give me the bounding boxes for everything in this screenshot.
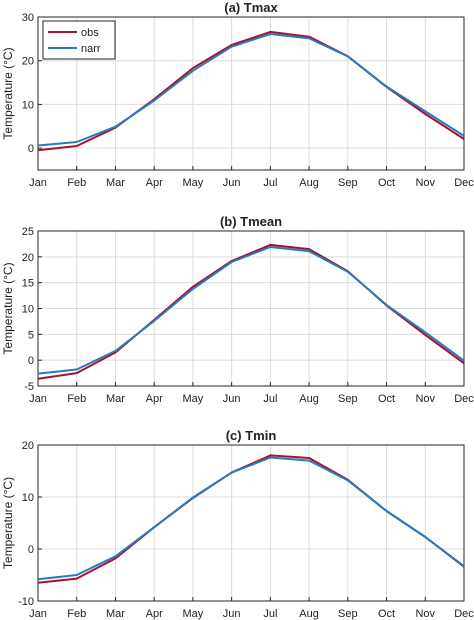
x-tick-label: May — [183, 393, 204, 405]
x-tick-label: Dec — [454, 608, 474, 620]
x-tick-label: Jul — [263, 393, 277, 405]
x-tick-label: Mar — [106, 393, 125, 405]
chart-panel-2: Jan Feb Mar Apr May Jun Jul Aug Sep Oct Nov Dec -5 0 5… — [1, 214, 474, 405]
y-tick-label: 30 — [22, 12, 34, 24]
y-tick-label: 0 — [28, 544, 34, 556]
x-tick-label: Mar — [106, 608, 125, 620]
x-tick-label: Sep — [338, 608, 358, 620]
x-tick-label: Aug — [299, 393, 319, 405]
x-tick-label: Jun — [223, 393, 241, 405]
chart-title: (b) Tmean — [220, 214, 282, 229]
chart-panel-1: Jan Feb Mar Apr May Jun Jul Aug Sep Oct Nov Dec 0 10 2… — [1, 0, 474, 189]
y-tick-label: 25 — [22, 226, 34, 238]
x-tick-label: Nov — [415, 177, 435, 189]
legend: obs narr — [42, 20, 116, 60]
chart-panel-3: Jan Feb Mar Apr May Jun Jul Aug Sep Oct Nov Dec -10 0… — [1, 428, 474, 620]
x-tick-label: Dec — [454, 393, 474, 405]
series-line-narr — [37, 33, 465, 147]
legend-box — [42, 20, 116, 60]
y-tick-label: 20 — [22, 440, 34, 452]
x-tick-label: May — [183, 608, 204, 620]
series-line-narr — [37, 246, 465, 375]
y-tick-label: 20 — [22, 56, 34, 68]
y-axis-label: Temperature (°C) — [1, 477, 15, 569]
x-tick-label: Jun — [223, 608, 241, 620]
x-tick-label: Apr — [146, 608, 163, 620]
axes-box — [37, 16, 465, 171]
x-tick-label: Jan — [29, 177, 47, 189]
x-tick-label: May — [183, 177, 204, 189]
x-tick-label: Dec — [454, 177, 474, 189]
x-tick-label: Feb — [67, 608, 86, 620]
x-tick-label: Apr — [146, 393, 163, 405]
y-tick-label: 10 — [22, 304, 34, 316]
x-tick-label: Nov — [415, 608, 435, 620]
y-axis-label: Temperature (°C) — [1, 262, 15, 354]
y-tick-label: -5 — [24, 381, 34, 393]
chart-title: (a) Tmax — [224, 0, 278, 15]
x-tick-label: Jun — [223, 177, 241, 189]
x-tick-label: Jul — [263, 177, 277, 189]
y-tick-label: 0 — [28, 355, 34, 367]
x-tick-label: Aug — [299, 177, 319, 189]
y-tick-label: 20 — [22, 252, 34, 264]
legend-label-obs: obs — [81, 27, 99, 39]
x-tick-label: Oct — [378, 393, 395, 405]
x-tick-label: Aug — [299, 608, 319, 620]
plot-area — [38, 445, 464, 601]
y-tick-label: -10 — [18, 596, 34, 608]
y-tick-label: 0 — [28, 143, 34, 155]
x-tick-label: Jan — [29, 608, 47, 620]
x-tick-label: Oct — [378, 608, 395, 620]
x-tick-label: Jul — [263, 608, 277, 620]
x-tick-label: Jan — [29, 393, 47, 405]
x-tick-label: Nov — [415, 393, 435, 405]
y-tick-label: 10 — [22, 99, 34, 111]
x-tick-label: Mar — [106, 177, 125, 189]
chart-title: (c) Tmin — [226, 428, 277, 443]
x-tick-label: Feb — [67, 177, 86, 189]
x-tick-label: Oct — [378, 177, 395, 189]
x-tick-label: Sep — [338, 393, 358, 405]
series-line-narr — [37, 456, 465, 581]
y-tick-label: 5 — [28, 329, 34, 341]
y-tick-label: 10 — [22, 492, 34, 504]
legend-label-narr: narr — [81, 43, 101, 55]
x-tick-label: Sep — [338, 177, 358, 189]
x-tick-label: Apr — [146, 177, 163, 189]
y-tick-label: 15 — [22, 278, 34, 290]
axes-box — [37, 444, 465, 602]
x-tick-label: Feb — [67, 393, 86, 405]
y-axis-label: Temperature (°C) — [1, 47, 15, 139]
